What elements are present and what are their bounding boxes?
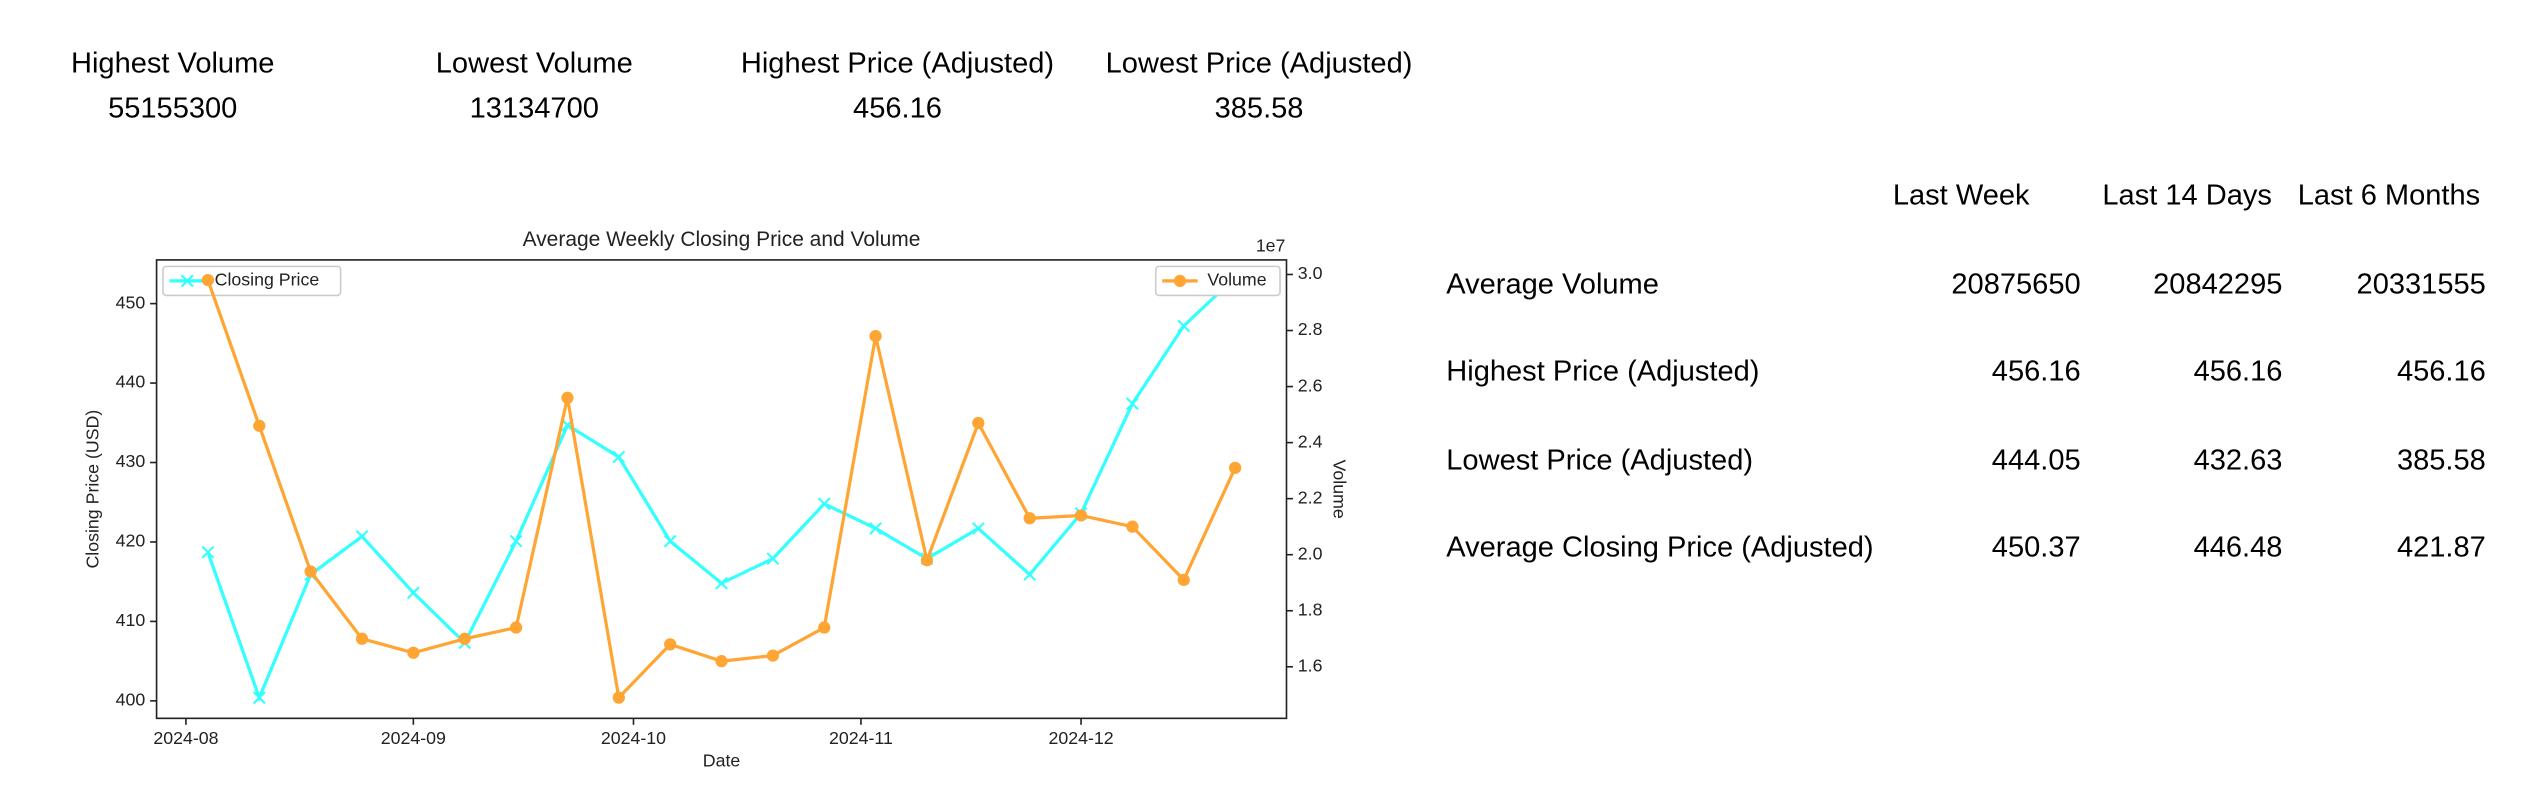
x-tick-label: 2024-09 [381, 728, 446, 748]
y-tick-label: 400 [116, 690, 146, 710]
y-tick-label: 420 [116, 531, 146, 551]
cell: 456.16 [1992, 356, 2081, 388]
marker [817, 497, 831, 511]
marker [869, 522, 882, 535]
marker [972, 416, 985, 430]
marker [1023, 568, 1037, 581]
stat-label: Highest Price (Adjusted) [741, 47, 1054, 79]
x-tick-label: 2024-11 [829, 728, 893, 748]
y2-tick-label: 3.0 [1298, 263, 1323, 283]
stat-value: 385.58 [1215, 92, 1304, 124]
chart-title: Average Weekly Closing Price and Volume [523, 228, 921, 251]
plot-frame [155, 259, 1288, 720]
cell: 456.16 [2397, 356, 2486, 388]
y2-tick-label: 2.4 [1298, 431, 1323, 451]
marker [407, 646, 420, 659]
marker [509, 621, 523, 634]
stat-value: 456.16 [853, 92, 942, 124]
column-header: Last Week [1893, 180, 2030, 212]
stat-label: Lowest Volume [436, 47, 633, 79]
marker [818, 621, 831, 634]
y2-tick-label: 1.6 [1298, 655, 1323, 675]
marker [766, 552, 780, 566]
legend-box [162, 265, 342, 297]
column-header: Last 6 Months [2298, 180, 2480, 212]
cell: 444.05 [1992, 444, 2081, 476]
y-tick-label: 450 [116, 292, 146, 312]
marker [766, 649, 780, 662]
marker [1177, 319, 1191, 333]
y-tick-label: 410 [116, 610, 146, 630]
y2-tick-label: 1.8 [1298, 599, 1323, 619]
y2-tick-label: 2.0 [1298, 543, 1323, 563]
marker [561, 391, 574, 404]
legend-label: Volume [1207, 270, 1266, 290]
y2-tick-label: 2.8 [1298, 319, 1323, 339]
marker [715, 576, 728, 590]
cell: 421.87 [2397, 532, 2486, 564]
marker [458, 632, 471, 645]
cell: 450.37 [1992, 532, 2081, 564]
marker [1126, 520, 1139, 533]
cell: 456.16 [2194, 356, 2283, 388]
marker [1126, 397, 1139, 411]
stat-value: 13134700 [470, 92, 599, 124]
x-axis-label: Date [703, 751, 741, 771]
column-header: Last 14 Days [2102, 180, 2272, 212]
cell: 20331555 [2357, 268, 2486, 300]
y2-tick-label: 2.2 [1298, 487, 1323, 507]
marker [612, 450, 626, 464]
marker [509, 534, 523, 548]
marker [1023, 512, 1036, 525]
x-tick-label: 2024-10 [601, 728, 666, 748]
legend-marker [180, 274, 194, 288]
row-label: Lowest Price (Adjusted) [1446, 444, 1753, 476]
y-axis-label: Closing Price (USD) [82, 410, 102, 569]
legend-marker [1173, 274, 1187, 288]
marker [201, 273, 215, 287]
marker [355, 632, 369, 645]
marker [355, 530, 369, 543]
marker [869, 330, 882, 343]
marker [304, 565, 317, 578]
marker [253, 419, 266, 432]
y-tick-label: 430 [116, 451, 146, 471]
marker [201, 545, 215, 559]
x-tick-label: 2024-08 [153, 728, 218, 748]
row-label: Average Volume [1446, 268, 1659, 300]
marker [1177, 573, 1190, 587]
y2-offset: 1e7 [1256, 236, 1286, 256]
row-label: Highest Price (Adjusted) [1446, 356, 1759, 388]
cell: 385.58 [2397, 444, 2486, 476]
y-tick-label: 440 [116, 372, 146, 392]
y2-axis-label: Volume [1329, 460, 1349, 519]
stat-label: Highest Volume [71, 47, 274, 79]
row-label: Average Closing Price (Adjusted) [1446, 532, 1873, 564]
marker [663, 534, 677, 548]
marker [664, 638, 677, 651]
marker [406, 586, 420, 600]
marker [1228, 461, 1242, 474]
cell: 20842295 [2153, 268, 2282, 300]
y2-tick-label: 2.6 [1298, 375, 1323, 395]
marker [1074, 509, 1088, 522]
marker [920, 554, 934, 567]
cell: 446.48 [2194, 532, 2283, 564]
marker [971, 522, 985, 535]
marker [715, 655, 728, 668]
x-tick-label: 2024-12 [1048, 728, 1113, 748]
stat-label: Lowest Price (Adjusted) [1106, 47, 1413, 79]
stat-value: 55155300 [108, 92, 237, 124]
cell: 432.63 [2194, 444, 2283, 476]
marker [252, 691, 266, 705]
legend-box [1154, 265, 1281, 297]
marker [612, 691, 625, 704]
legend-label: Closing Price [215, 270, 320, 290]
cell: 20875650 [1951, 268, 2080, 300]
